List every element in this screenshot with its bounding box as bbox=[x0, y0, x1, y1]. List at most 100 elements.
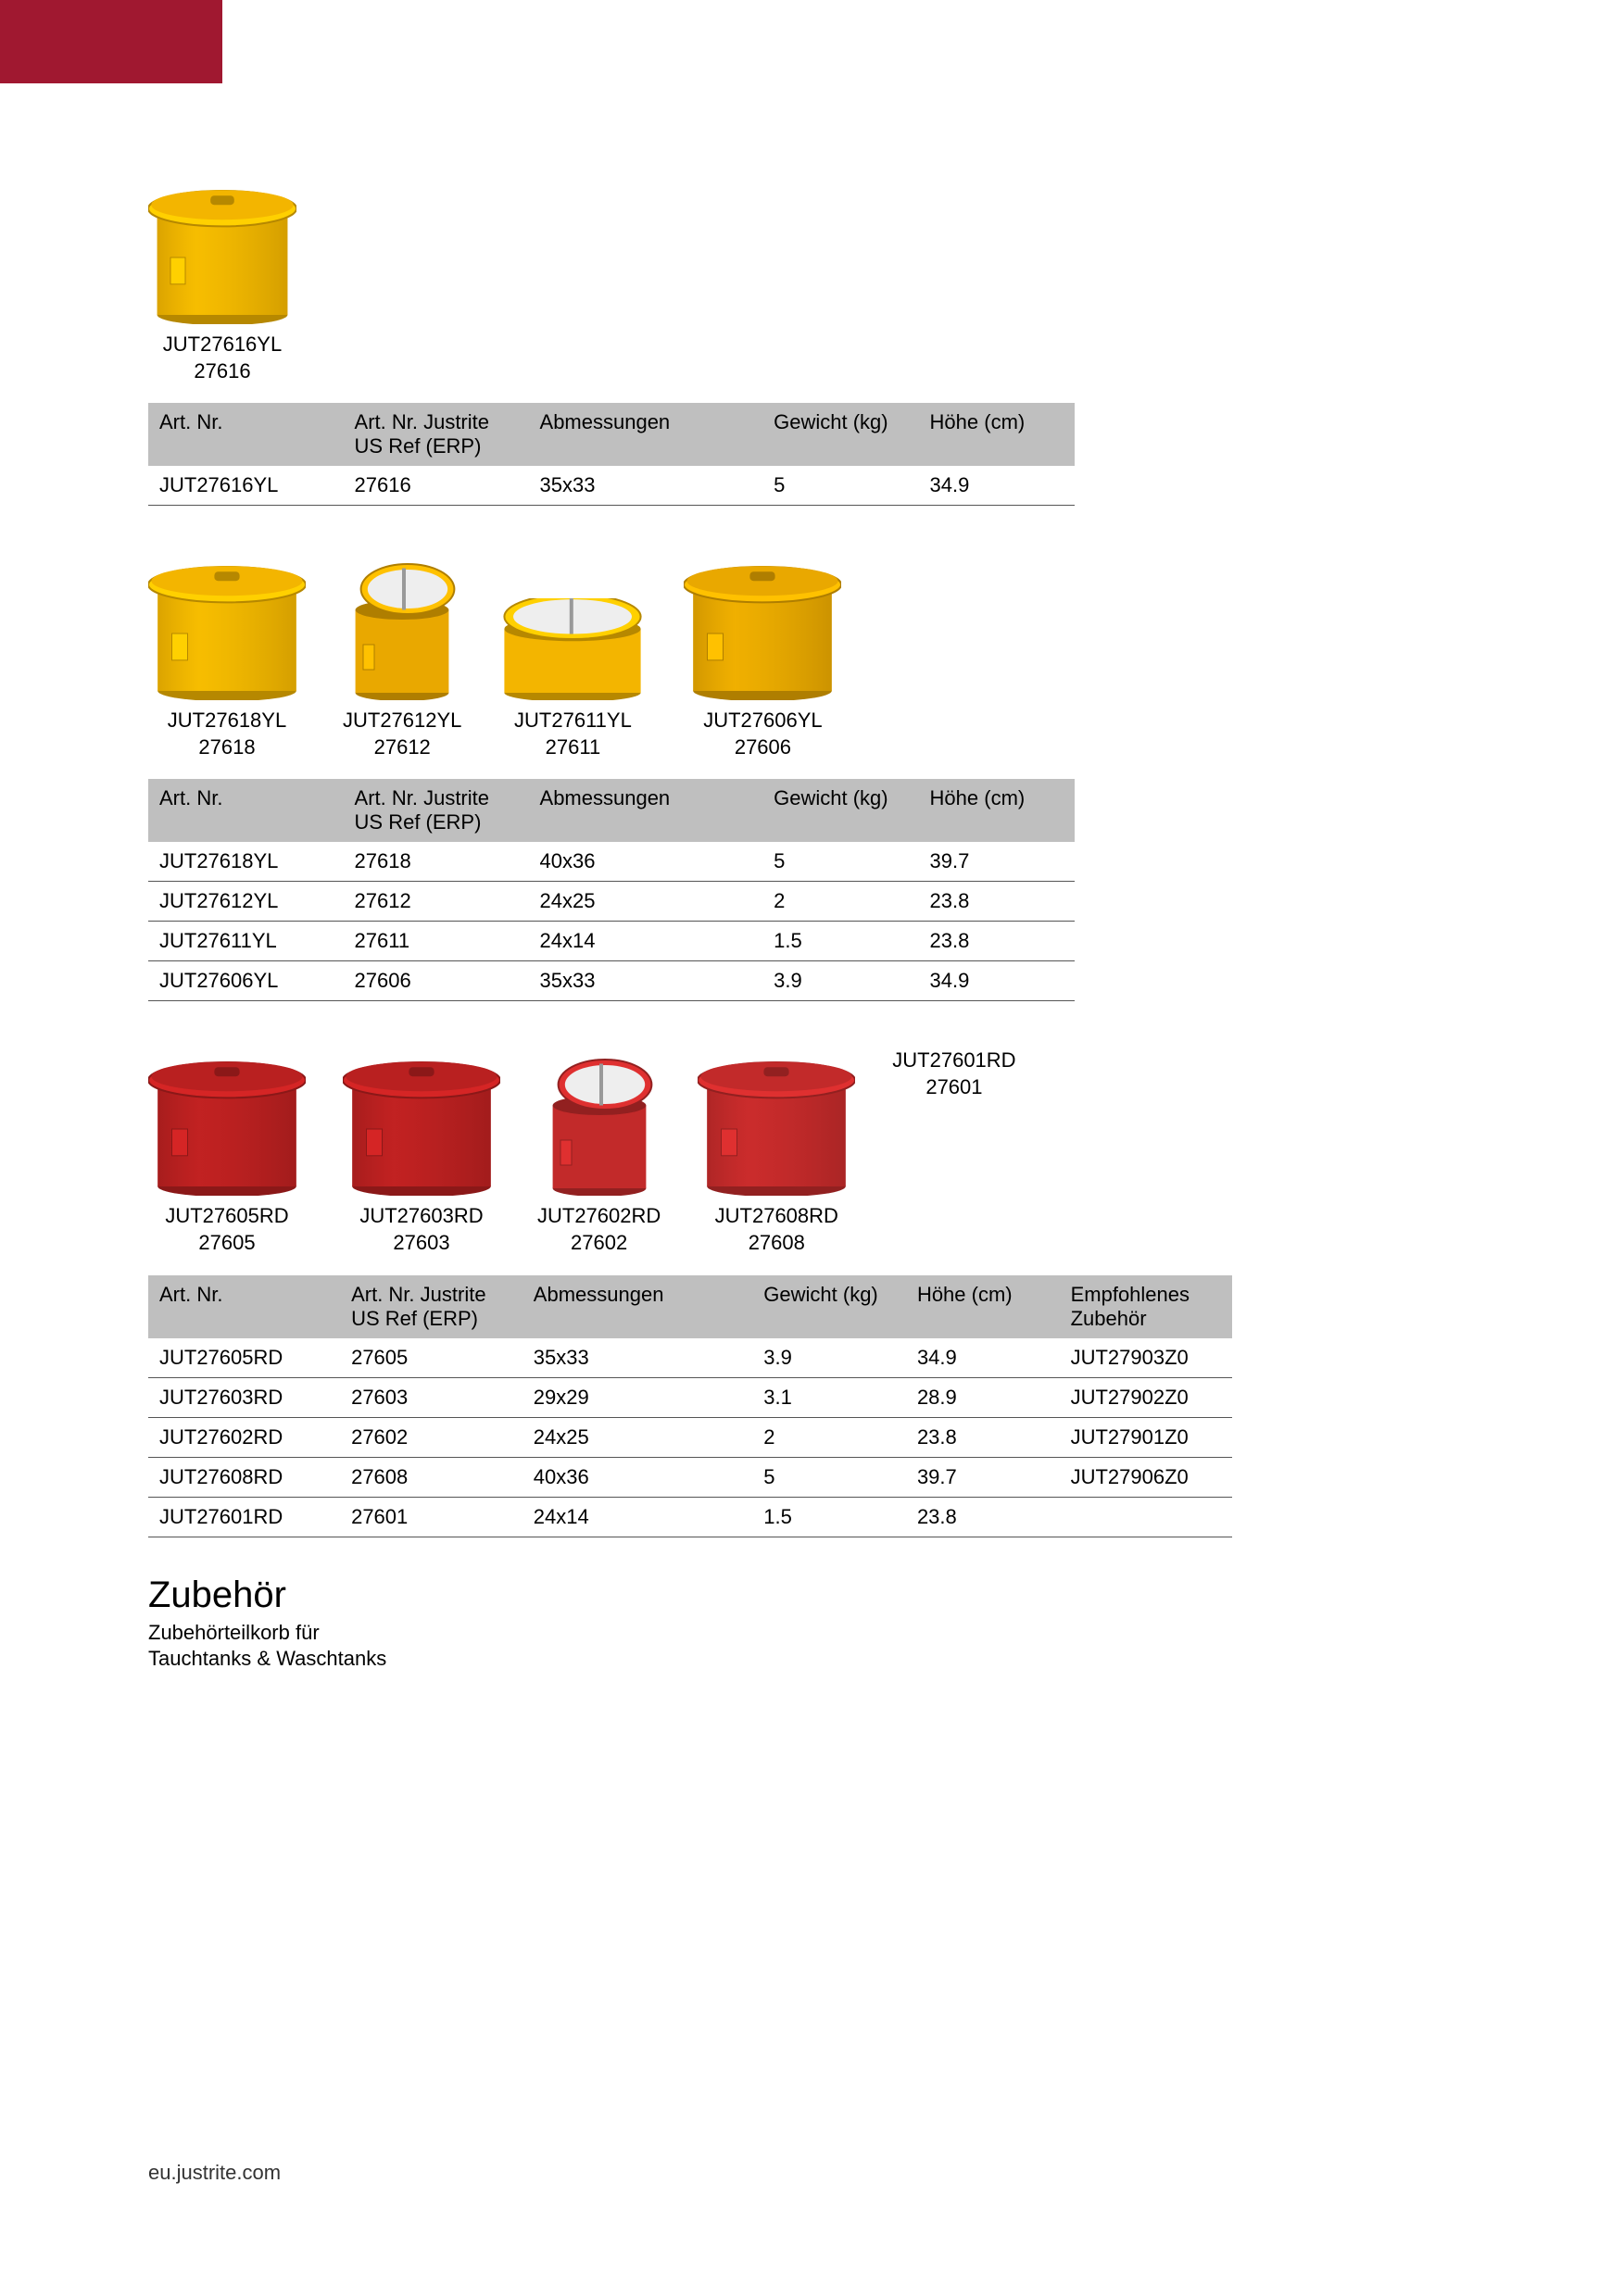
table-header: Höhe (cm) bbox=[919, 779, 1075, 842]
product-art: JUT27606YL bbox=[703, 709, 822, 732]
product-art: JUT27618YL bbox=[168, 709, 286, 732]
table-cell: 35x33 bbox=[529, 961, 763, 1001]
table-header: Art. Nr. bbox=[148, 1275, 340, 1338]
product-art: JUT27608RD bbox=[715, 1204, 838, 1227]
table-cell: JUT27902Z0 bbox=[1060, 1377, 1232, 1417]
table-cell: 23.8 bbox=[906, 1417, 1060, 1457]
table-cell: 5 bbox=[762, 466, 918, 506]
table-header: Abmessungen bbox=[529, 779, 763, 842]
floating-art: JUT27601RD bbox=[892, 1048, 1015, 1072]
product-caption: JUT27618YL 27618 bbox=[148, 708, 306, 760]
product-ref: 27608 bbox=[749, 1231, 805, 1254]
table-cell: 27606 bbox=[344, 961, 529, 1001]
table-cell: 24x25 bbox=[529, 882, 763, 922]
product-ref: 27602 bbox=[571, 1231, 627, 1254]
product-card: JUT27605RD 27605 bbox=[148, 1038, 306, 1256]
table-cell: 3.9 bbox=[762, 961, 918, 1001]
table-cell: 27603 bbox=[340, 1377, 522, 1417]
product-ref: 27603 bbox=[393, 1231, 449, 1254]
product-card: JUT27603RD 27603 bbox=[343, 1038, 500, 1256]
floating-ref: 27601 bbox=[925, 1075, 982, 1098]
product-card: JUT27611YL 27611 bbox=[498, 543, 647, 760]
table-cell: 39.7 bbox=[919, 842, 1075, 882]
table-cell: 23.8 bbox=[906, 1497, 1060, 1537]
table-row: JUT27611YL2761124x141.523.8 bbox=[148, 922, 1075, 961]
product-ref: 27605 bbox=[198, 1231, 255, 1254]
table-cell: 23.8 bbox=[919, 882, 1075, 922]
table-cell: 1.5 bbox=[762, 922, 918, 961]
footer-url: eu.justrite.com bbox=[148, 2161, 281, 2185]
table-header: Höhe (cm) bbox=[906, 1275, 1060, 1338]
table-cell: 27616 bbox=[344, 466, 529, 506]
table-cell: JUT27618YL bbox=[148, 842, 344, 882]
table-cell: JUT27602RD bbox=[148, 1417, 340, 1457]
table-cell: JUT27606YL bbox=[148, 961, 344, 1001]
product-card: JUT27602RD 27602 bbox=[537, 1038, 661, 1256]
product-caption: JUT27608RD 27608 bbox=[698, 1203, 855, 1256]
product-art: JUT27603RD bbox=[359, 1204, 483, 1227]
product-image bbox=[698, 1038, 855, 1196]
table-cell: 27601 bbox=[340, 1497, 522, 1537]
table-cell: 28.9 bbox=[906, 1377, 1060, 1417]
table-header: Abmessungen bbox=[522, 1275, 752, 1338]
table-header: Höhe (cm) bbox=[919, 403, 1075, 466]
table-cell: 5 bbox=[752, 1457, 906, 1497]
table-row: JUT27603RD2760329x293.128.9JUT27902Z0 bbox=[148, 1377, 1232, 1417]
product-ref: 27606 bbox=[735, 735, 791, 759]
table-cell: JUT27603RD bbox=[148, 1377, 340, 1417]
table-cell: JUT27601RD bbox=[148, 1497, 340, 1537]
product-grid-3: JUT27605RD 27605 JUT27603RD 27603 bbox=[148, 1038, 855, 1256]
table-cell: JUT27901Z0 bbox=[1060, 1417, 1232, 1457]
product-caption: JUT27612YL 27612 bbox=[343, 708, 461, 760]
table-cell: 34.9 bbox=[919, 466, 1075, 506]
table-header: Empfohlenes Zubehör bbox=[1060, 1275, 1232, 1338]
table-cell: 27618 bbox=[344, 842, 529, 882]
table-row: JUT27612YL2761224x25223.8 bbox=[148, 882, 1075, 922]
table-cell: 23.8 bbox=[919, 922, 1075, 961]
table-header: Art. Nr. Justrite US Ref (ERP) bbox=[344, 779, 529, 842]
table-cell: 27611 bbox=[344, 922, 529, 961]
product-card: JUT27606YL 27606 bbox=[684, 543, 841, 760]
table-cell: 24x14 bbox=[522, 1497, 752, 1537]
product-card: JUT27618YL 27618 bbox=[148, 543, 306, 760]
table-header: Gewicht (kg) bbox=[752, 1275, 906, 1338]
table-cell: 3.9 bbox=[752, 1338, 906, 1378]
table-header: Art. Nr. bbox=[148, 403, 344, 466]
table-cell: 3.1 bbox=[752, 1377, 906, 1417]
table-cell bbox=[1060, 1497, 1232, 1537]
table-row: JUT27605RD2760535x333.934.9JUT27903Z0 bbox=[148, 1338, 1232, 1378]
table-header: Gewicht (kg) bbox=[762, 403, 918, 466]
table-cell: 35x33 bbox=[529, 466, 763, 506]
product-art: JUT27602RD bbox=[537, 1204, 661, 1227]
table-cell: JUT27611YL bbox=[148, 922, 344, 961]
table-cell: 2 bbox=[762, 882, 918, 922]
product-caption: JUT27606YL 27606 bbox=[684, 708, 841, 760]
product-image bbox=[343, 1038, 500, 1196]
table-row: JUT27618YL2761840x36539.7 bbox=[148, 842, 1075, 882]
product-ref: 27611 bbox=[546, 735, 601, 759]
table-cell: 1.5 bbox=[752, 1497, 906, 1537]
table-cell: 27605 bbox=[340, 1338, 522, 1378]
product-image bbox=[148, 543, 306, 700]
product-caption: JUT27605RD 27605 bbox=[148, 1203, 306, 1256]
product-art: JUT27611YL bbox=[514, 709, 632, 732]
table-cell: 29x29 bbox=[522, 1377, 752, 1417]
table-cell: 35x33 bbox=[522, 1338, 752, 1378]
table-row: JUT27608RD2760840x36539.7JUT27906Z0 bbox=[148, 1457, 1232, 1497]
table-header: Art. Nr. bbox=[148, 779, 344, 842]
table-header: Abmessungen bbox=[529, 403, 763, 466]
product-art: JUT27616YL bbox=[163, 332, 282, 356]
table-header: Gewicht (kg) bbox=[762, 779, 918, 842]
product-ref: 27616 bbox=[194, 359, 250, 383]
data-table-1: Art. Nr.Art. Nr. Justrite US Ref (ERP)Ab… bbox=[148, 403, 1075, 506]
header-accent-bar bbox=[0, 0, 222, 83]
table-cell: JUT27608RD bbox=[148, 1457, 340, 1497]
table-cell: 27608 bbox=[340, 1457, 522, 1497]
table-cell: JUT27903Z0 bbox=[1060, 1338, 1232, 1378]
product-image bbox=[148, 1038, 306, 1196]
product-art: JUT27612YL bbox=[343, 709, 461, 732]
product-image bbox=[684, 543, 841, 700]
table-cell: JUT27906Z0 bbox=[1060, 1457, 1232, 1497]
accessory-subtitle: Zubehörteilkorb für Tauchtanks & Waschta… bbox=[148, 1620, 389, 1673]
product-caption: JUT27611YL 27611 bbox=[498, 708, 647, 760]
